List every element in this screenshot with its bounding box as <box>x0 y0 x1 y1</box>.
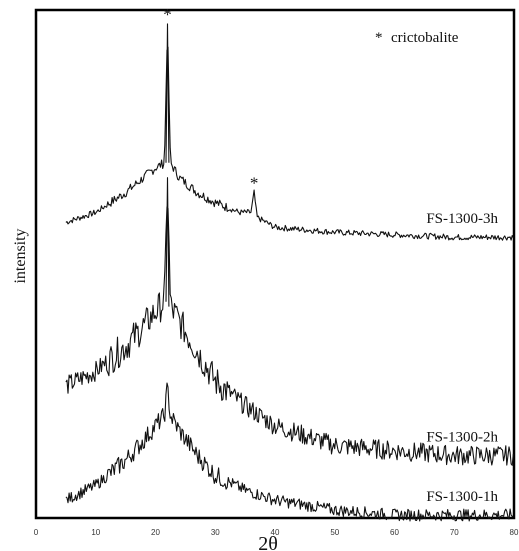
y-axis-title: intensity <box>12 228 29 283</box>
legend-label: crictobalite <box>391 30 459 46</box>
x-tick-label: 50 <box>330 528 339 537</box>
series-label: FS-1300-2h <box>426 429 498 445</box>
x-tick-label: 70 <box>450 528 459 537</box>
peak-markers: ** <box>163 5 258 193</box>
legend-marker: * <box>375 30 383 46</box>
peak-marker: * <box>163 5 172 24</box>
x-tick-label: 20 <box>151 528 160 537</box>
peak-marker: * <box>250 174 259 193</box>
series-label: FS-1300-1h <box>426 489 498 505</box>
x-axis-title: 2θ <box>258 533 278 551</box>
x-tick-label: 80 <box>510 528 519 537</box>
traces <box>65 23 514 522</box>
series-line-FS-1300-2h <box>65 177 514 466</box>
series-line-FS-1300-1h <box>65 382 514 522</box>
x-tick-label: 60 <box>390 528 399 537</box>
series-label: FS-1300-3h <box>426 211 498 227</box>
x-tick-label: 10 <box>91 528 100 537</box>
series-line-FS-1300-3h <box>65 23 514 241</box>
x-tick-label: 30 <box>211 528 220 537</box>
x-tick-label: 40 <box>271 528 280 537</box>
series-labels: FS-1300-3h FS-1300-2h FS-1300-1h <box>426 211 498 505</box>
x-tick-labels: 0 10 20 30 40 50 60 70 80 <box>34 528 519 537</box>
plot-frame <box>34 8 516 520</box>
x-tick-label: 0 <box>34 528 39 537</box>
